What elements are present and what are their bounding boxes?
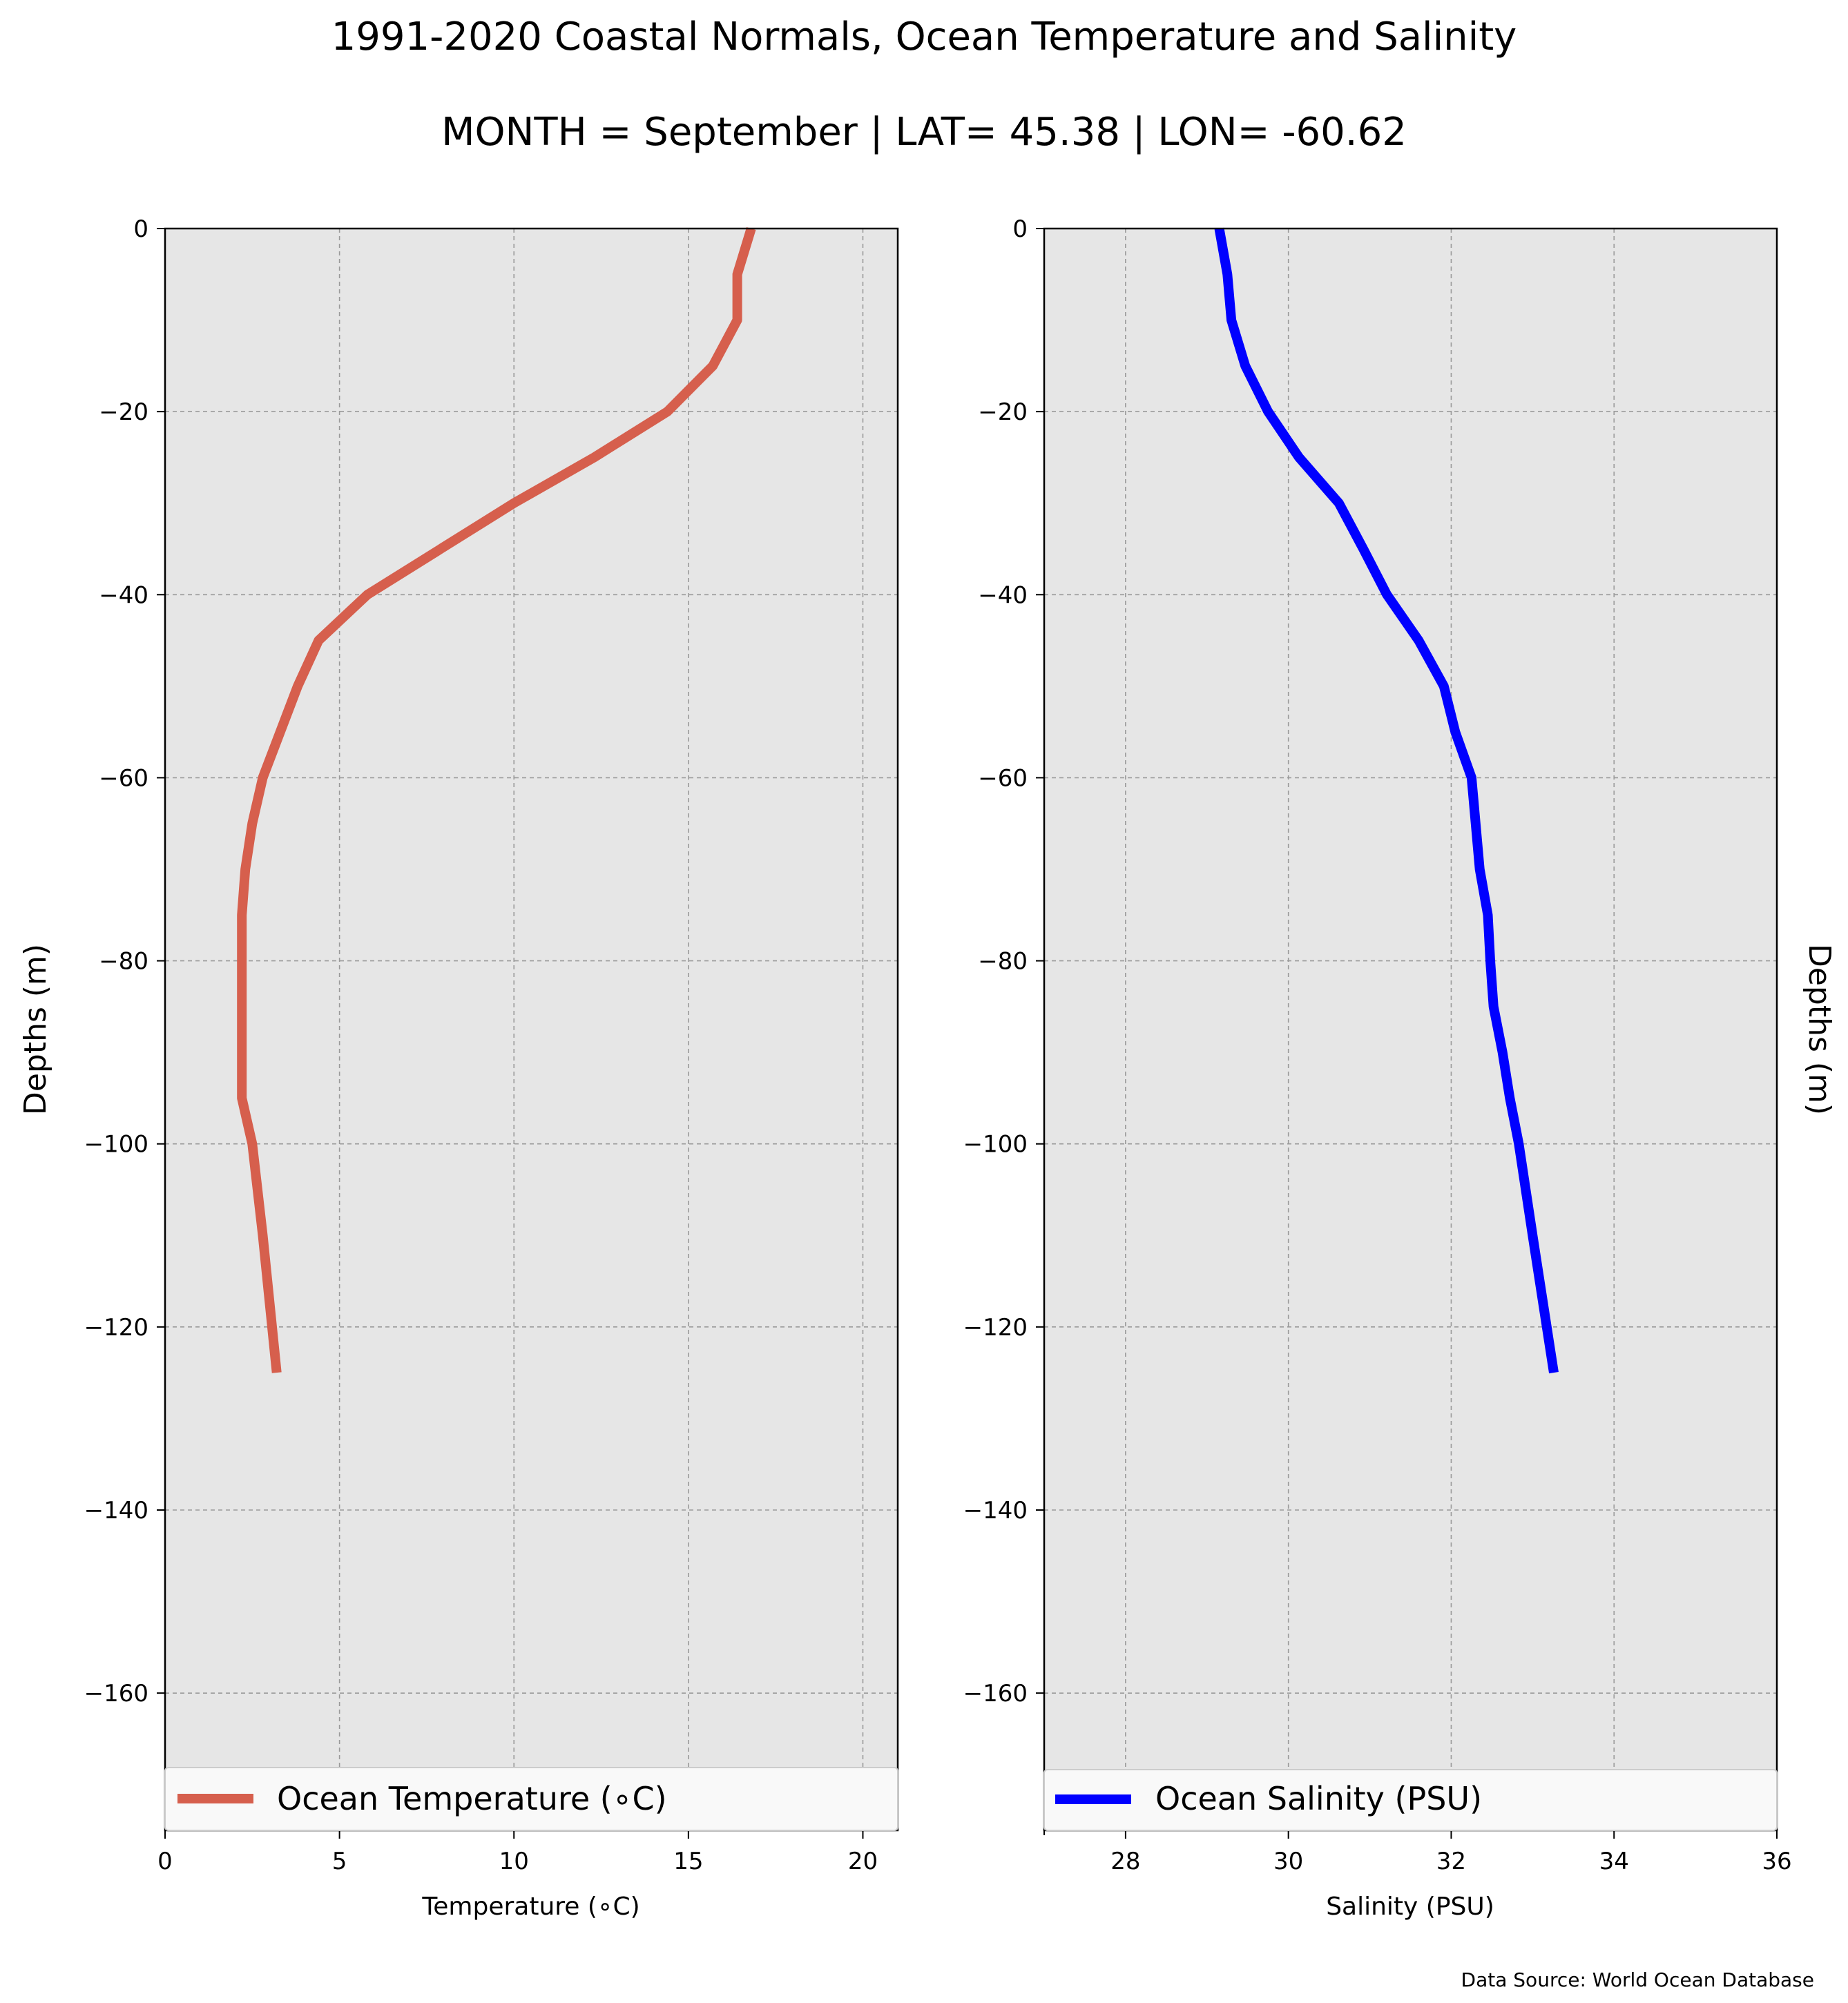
salinity-legend-box xyxy=(1043,1769,1778,1831)
temperature-y-tick-label: −60 xyxy=(99,764,148,792)
temperature-plot-area xyxy=(165,229,898,1830)
salinity-x-tick-label: 28 xyxy=(1110,1848,1140,1875)
temperature-series-line xyxy=(237,226,756,1373)
salinity-series-layer xyxy=(1214,227,1559,1374)
temperature-y-tick-label: −40 xyxy=(99,581,148,609)
temperature-legend-label: Ocean Temperature (∘C) xyxy=(277,1780,667,1817)
data-source-note: Data Source: World Ocean Database xyxy=(1461,1968,1814,1991)
salinity-y-ticks: 0 −20 −40 −60 −80 −100 −120 −140 −160 xyxy=(963,215,1044,1707)
salinity-x-axis-label: Salinity (PSU) xyxy=(1326,1893,1494,1921)
salinity-panel: 28 30 32 34 36 0 −20 −40 −60 −80 −100 −120 −140 −160… xyxy=(963,215,1837,1921)
temperature-y-tick-label: −100 xyxy=(84,1131,148,1159)
salinity-y-tick-label: −40 xyxy=(978,581,1028,609)
salinity-y-axis-label: Depths (m) xyxy=(1802,944,1837,1115)
chart-title: 1991-2020 Coastal Normals, Ocean Tempera… xyxy=(331,14,1517,59)
temperature-x-tick-label: 10 xyxy=(499,1848,529,1875)
temperature-y-tick-label: −160 xyxy=(84,1680,148,1707)
temperature-legend: Ocean Temperature (∘C) xyxy=(164,1767,898,1831)
salinity-y-tick-label: −20 xyxy=(978,398,1028,426)
salinity-x-tick-label: 30 xyxy=(1273,1848,1303,1875)
salinity-legend: Ocean Salinity (PSU) xyxy=(1043,1769,1778,1831)
temperature-y-tick-label: −140 xyxy=(84,1497,148,1525)
salinity-y-tick-label: −120 xyxy=(963,1314,1028,1342)
temperature-legend-box xyxy=(164,1767,898,1831)
temperature-y-tick-label: −80 xyxy=(99,948,148,976)
salinity-plot-area xyxy=(1044,229,1777,1830)
temperature-x-ticks: 0 5 10 15 20 xyxy=(157,1830,878,1875)
salinity-series-line xyxy=(1214,227,1559,1374)
salinity-y-tick-label: −100 xyxy=(963,1131,1028,1159)
temperature-x-tick-label: 15 xyxy=(673,1848,703,1875)
temperature-y-axis-label: Depths (m) xyxy=(18,944,53,1115)
salinity-y-tick-label: −140 xyxy=(963,1497,1028,1525)
salinity-y-tick-label: −60 xyxy=(978,764,1028,792)
salinity-x-tick-label: 34 xyxy=(1599,1848,1629,1875)
temperature-y-tick-label: 0 xyxy=(133,215,148,243)
temperature-y-tick-label: −120 xyxy=(84,1314,148,1342)
salinity-y-tick-label: 0 xyxy=(1012,215,1028,243)
temperature-y-ticks: 0 −20 −40 −60 −80 −100 −120 −140 −160 xyxy=(84,215,165,1707)
temperature-y-tick-label: −20 xyxy=(99,398,148,426)
temperature-series-layer xyxy=(237,226,756,1373)
temperature-x-tick-label: 5 xyxy=(332,1848,347,1875)
salinity-x-tick-label: 36 xyxy=(1762,1848,1791,1875)
temperature-x-tick-label: 0 xyxy=(157,1848,173,1875)
salinity-x-ticks: 28 30 32 34 36 xyxy=(1110,1830,1792,1875)
temperature-x-axis-label: Temperature (∘C) xyxy=(421,1893,639,1921)
chart-subtitle: MONTH = September | LAT= 45.38 | LON= -6… xyxy=(441,110,1407,155)
salinity-y-tick-label: −80 xyxy=(978,948,1028,976)
temperature-x-tick-label: 20 xyxy=(848,1848,878,1875)
salinity-y-tick-label: −160 xyxy=(963,1680,1028,1707)
temperature-panel: 0 5 10 15 20 0 −20 −40 −60 −80 −100 −120 −140 −160 O… xyxy=(18,215,899,1921)
salinity-x-tick-label: 32 xyxy=(1436,1848,1466,1875)
salinity-legend-label: Ocean Salinity (PSU) xyxy=(1155,1780,1482,1817)
